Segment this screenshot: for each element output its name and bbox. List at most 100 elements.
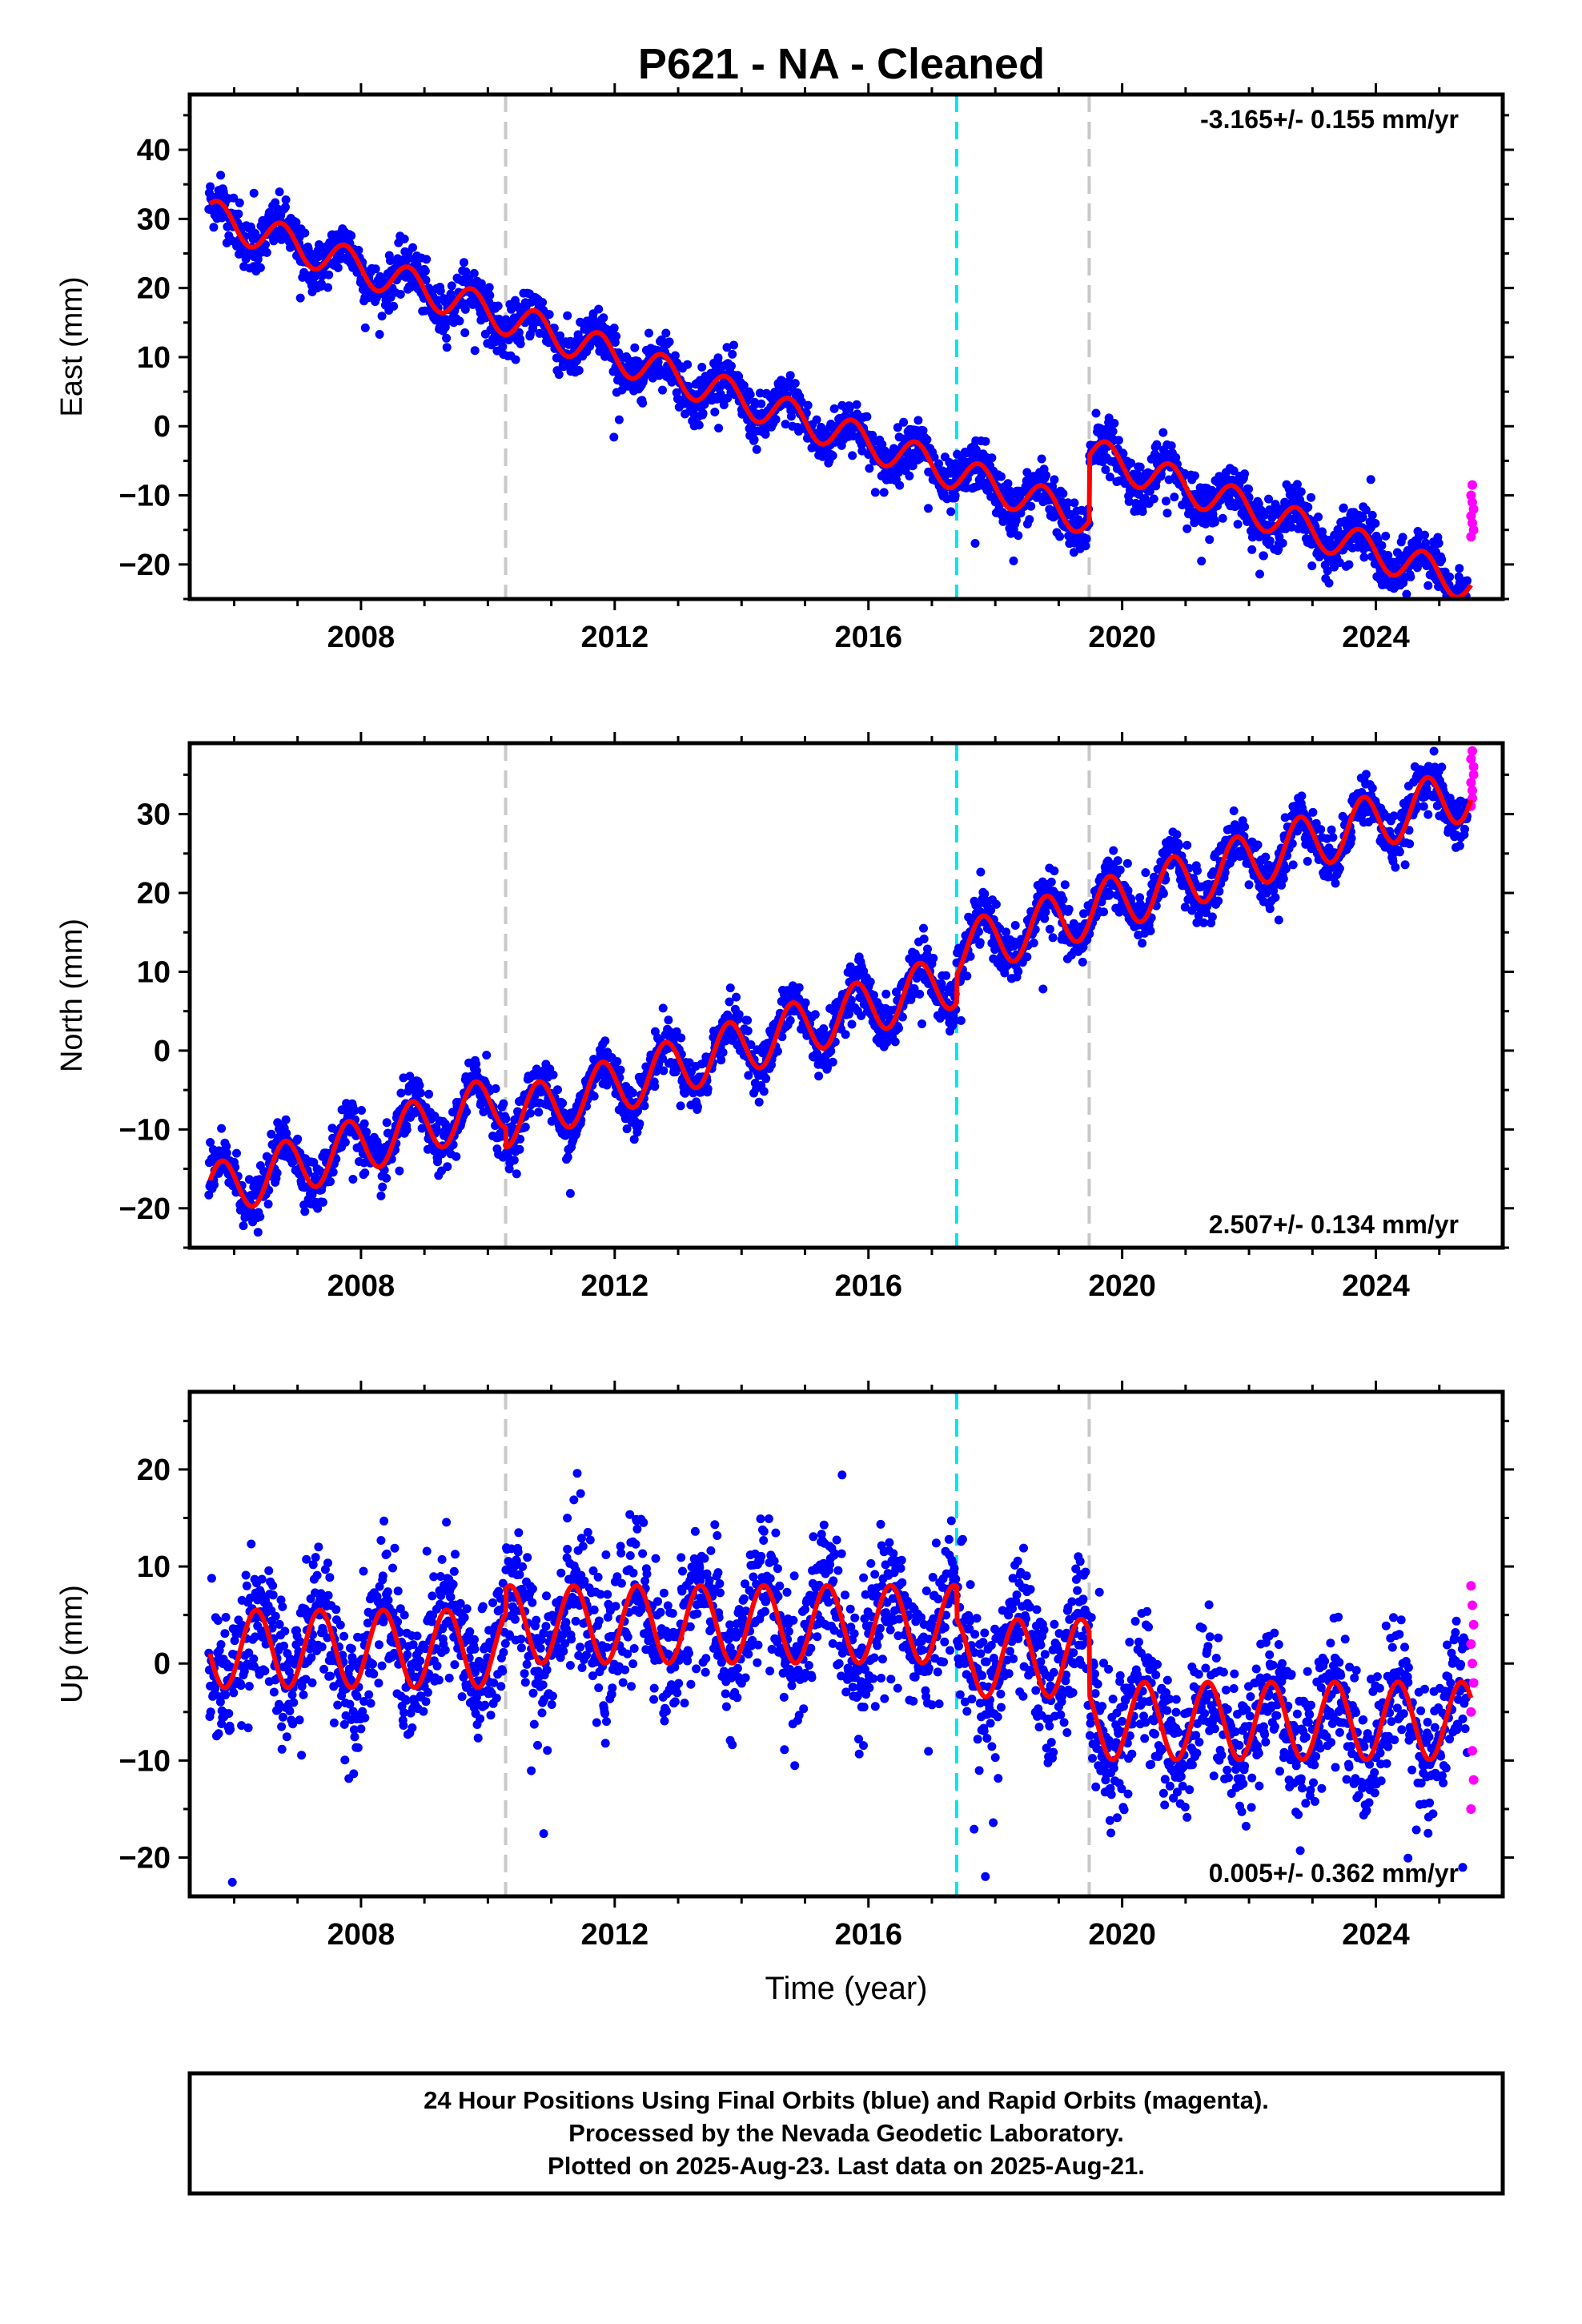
data-point [516, 339, 525, 348]
data-point [452, 1152, 461, 1161]
data-point [1450, 600, 1459, 609]
data-point [617, 385, 627, 395]
data-point [913, 416, 923, 425]
data-point [1448, 624, 1457, 633]
data-point [470, 346, 480, 356]
data-point [263, 1200, 273, 1209]
data-point [790, 379, 800, 388]
data-point [1091, 408, 1101, 418]
data-point [946, 507, 956, 517]
data-point [812, 415, 821, 424]
data-point [1162, 509, 1172, 518]
data-point [558, 1099, 568, 1108]
data-point [718, 1047, 728, 1057]
data-point [420, 267, 430, 275]
data-point [677, 1033, 686, 1043]
data-point [465, 276, 475, 286]
data-point [210, 1180, 219, 1189]
data-point [739, 380, 749, 390]
data-point [749, 435, 759, 444]
data-point [877, 440, 887, 449]
data-point [922, 435, 932, 444]
data-point [713, 353, 723, 363]
data-point [447, 281, 456, 291]
data-point [378, 1182, 387, 1192]
data-point [1330, 562, 1339, 572]
data-point [661, 328, 671, 338]
data-point [382, 1173, 391, 1183]
data-point [232, 1148, 241, 1158]
data-point [206, 182, 215, 191]
data-point [828, 1057, 837, 1067]
data-point [1307, 561, 1317, 571]
data-point [905, 471, 914, 480]
data-point [962, 971, 972, 981]
data-point [235, 198, 244, 207]
data-point [693, 1102, 702, 1112]
data-point [509, 1156, 519, 1165]
data-point [300, 228, 310, 238]
data-point [1278, 538, 1287, 548]
data-point [717, 1055, 726, 1065]
data-point [275, 187, 284, 197]
data-point [1460, 608, 1469, 617]
data-point [1259, 511, 1269, 520]
data-point [1174, 841, 1183, 850]
data-point [614, 415, 624, 424]
data-point [544, 310, 554, 320]
data-point [865, 464, 874, 473]
data-point [234, 209, 243, 219]
data-point [420, 306, 430, 316]
rate-annotation: -3.165+/- 0.155 mm/yr [1200, 105, 1459, 134]
data-point [1423, 581, 1433, 590]
data-point [1010, 497, 1019, 507]
data-point [810, 1010, 820, 1019]
data-point [1292, 480, 1302, 489]
data-point [1244, 485, 1253, 494]
rapid-point [1468, 480, 1477, 490]
data-point [222, 1141, 231, 1151]
data-point [1265, 904, 1275, 914]
data-point [1398, 533, 1407, 542]
data-point [538, 298, 548, 308]
data-point [659, 1066, 669, 1076]
data-point [915, 989, 925, 999]
data-point [281, 1115, 291, 1124]
data-point [375, 330, 384, 339]
data-point [698, 408, 708, 418]
data-point [442, 343, 452, 352]
data-point [1253, 497, 1263, 506]
data-point [1240, 469, 1250, 479]
data-point [1009, 556, 1018, 565]
data-point [501, 1114, 511, 1124]
data-point [1182, 840, 1192, 850]
data-point [893, 423, 902, 432]
data-point [975, 938, 985, 947]
data-point [1247, 545, 1257, 554]
data-point [215, 209, 224, 219]
data-point [635, 1119, 644, 1128]
data-point [1402, 589, 1411, 599]
data-point [1445, 572, 1455, 581]
data-point [962, 483, 971, 493]
data-point [1141, 868, 1150, 878]
data-point [1308, 807, 1318, 817]
data-point [1158, 428, 1168, 437]
data-point [553, 1085, 562, 1095]
plot-frame [187, 92, 1505, 601]
data-point [899, 417, 909, 427]
data-point [1358, 513, 1367, 522]
data-point [981, 436, 990, 446]
data-point [714, 424, 724, 433]
data-point [658, 1003, 668, 1013]
data-point [206, 1138, 215, 1147]
data-point [658, 385, 667, 395]
data-point [1118, 449, 1128, 458]
data-point [1255, 569, 1264, 579]
chart-title: P621 - NA - Cleaned [638, 40, 1045, 88]
x-tick-label: 2020 [1088, 621, 1156, 654]
data-point [416, 1088, 425, 1098]
rapid-orbit-points [1466, 480, 1479, 542]
data-point [271, 198, 280, 207]
